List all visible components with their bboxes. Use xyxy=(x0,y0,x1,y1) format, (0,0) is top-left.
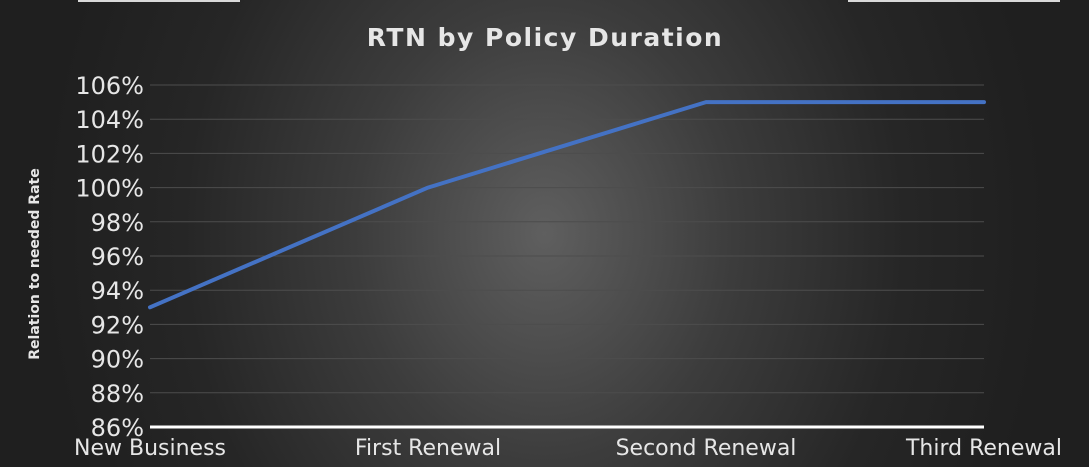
x-tick-label: New Business xyxy=(74,436,226,461)
y-tick-label: 92% xyxy=(91,311,144,339)
y-tick-label: 90% xyxy=(91,346,144,374)
y-tick-label: 100% xyxy=(75,175,144,203)
y-tick-label: 86% xyxy=(91,414,144,442)
frame-edge-left xyxy=(78,0,240,2)
x-tick-label: Third Renewal xyxy=(905,436,1062,461)
y-axis-tick-labels: 86% 88% 90% 92% 94% 96% 98% 100% 102% 104% 106% xyxy=(75,72,144,442)
chart-title: RTN by Policy Duration xyxy=(367,23,723,52)
y-axis-title: Relation to needed Rate xyxy=(27,168,43,359)
gridlines xyxy=(150,84,984,394)
x-tick-label: First Renewal xyxy=(355,436,501,461)
series-layer xyxy=(148,100,986,310)
y-tick-label: 102% xyxy=(75,140,144,168)
series-line xyxy=(148,100,986,310)
y-tick-label: 98% xyxy=(91,209,144,237)
y-tick-label: 106% xyxy=(75,72,144,100)
frame-edge-right xyxy=(848,0,1060,2)
y-tick-label: 94% xyxy=(91,277,144,305)
y-tick-label: 104% xyxy=(75,106,144,134)
y-tick-label: 88% xyxy=(91,380,144,408)
x-tick-label: Second Renewal xyxy=(616,436,797,461)
x-axis-tick-labels: New Business First Renewal Second Renewal T… xyxy=(74,436,1062,461)
y-tick-label: 96% xyxy=(91,243,144,271)
